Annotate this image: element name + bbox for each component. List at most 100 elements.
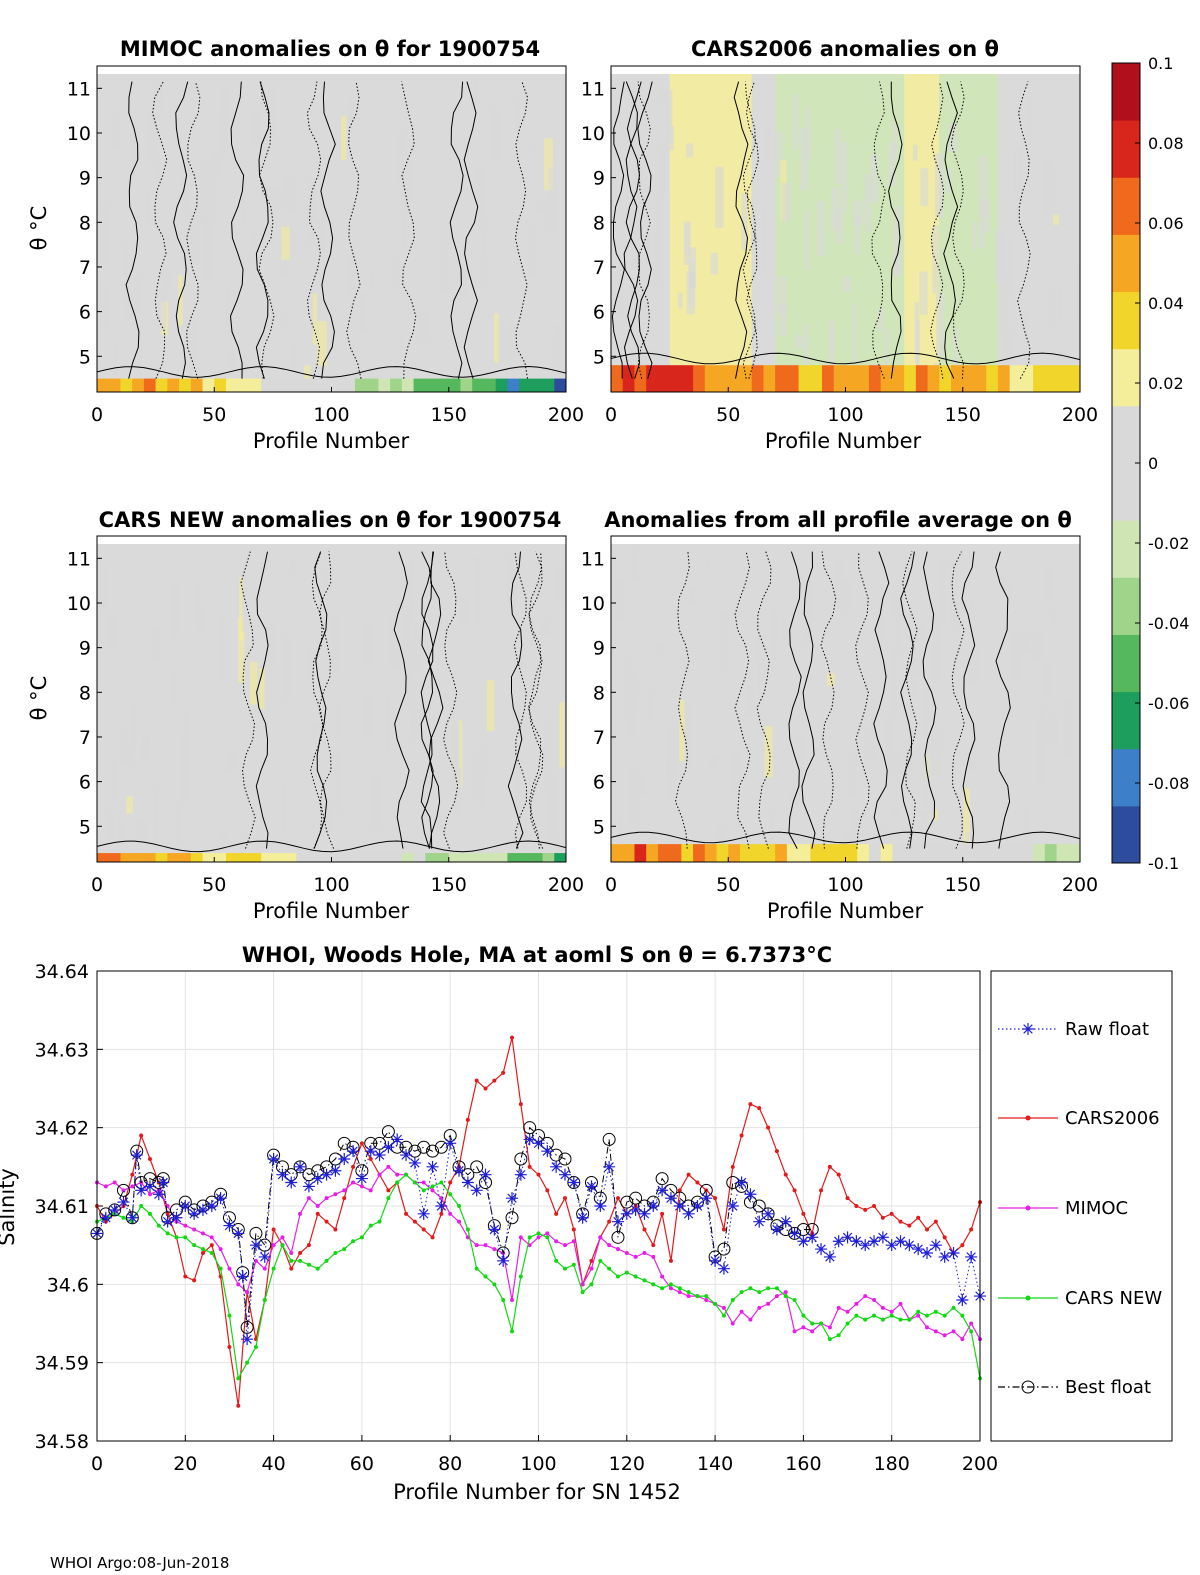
contour-line	[420, 551, 434, 849]
data-point	[668, 1282, 673, 1287]
data-point	[611, 1230, 625, 1244]
contour-line	[888, 81, 903, 379]
data-point	[121, 1215, 126, 1220]
data-point	[483, 1274, 488, 1279]
data-point	[245, 1290, 250, 1295]
data-point	[947, 1247, 960, 1259]
data-point	[518, 1274, 523, 1279]
heatmap-cell	[241, 569, 247, 632]
heatmap-column	[202, 536, 391, 862]
data-point	[832, 1235, 845, 1248]
heatmap-cell	[238, 617, 245, 683]
data-point	[200, 1247, 205, 1252]
data-point	[351, 1180, 356, 1185]
heatmap-bottom-band-cell	[997, 844, 1011, 862]
data-point	[969, 1321, 974, 1326]
series-raw-float	[91, 1133, 986, 1346]
heatmap-cell	[658, 90, 668, 101]
heatmap-cell	[877, 617, 885, 639]
y-tick-label-cars2006: 9	[593, 168, 605, 190]
heatmap-cell	[770, 608, 778, 661]
heatmap-bottom-band-cell	[495, 378, 508, 392]
heatmap-cell	[281, 226, 290, 260]
heatmap-cell	[141, 736, 151, 762]
heatmap-cell	[804, 324, 810, 374]
data-point	[709, 1254, 722, 1267]
data-point	[925, 1325, 930, 1330]
heatmap-cell	[923, 745, 930, 808]
heatmap-cell	[519, 643, 528, 708]
data-point	[188, 1207, 201, 1220]
data-point	[492, 1078, 497, 1083]
data-point	[130, 1172, 135, 1177]
contour-line	[173, 81, 189, 379]
heatmap-cell	[768, 810, 774, 862]
data-point	[218, 1247, 223, 1252]
heatmap-cell	[228, 347, 235, 376]
data-point	[783, 1172, 788, 1177]
legend-frame	[990, 970, 1173, 1442]
data-point	[518, 1102, 523, 1107]
x-tick-label: 80	[438, 1453, 462, 1475]
x-tick-label-mimoc: 0	[91, 404, 103, 426]
heatmap-cell	[854, 214, 861, 255]
heatmap-cell	[933, 619, 943, 681]
heatmap-cell	[290, 346, 297, 368]
heatmap-cell	[633, 154, 643, 204]
data-point	[359, 1141, 364, 1146]
data-point	[253, 1345, 258, 1349]
heatmap-cell	[894, 597, 902, 651]
data-point	[218, 1266, 223, 1271]
data-point	[209, 1251, 214, 1255]
data-point	[960, 1337, 965, 1342]
data-point	[615, 1274, 620, 1279]
heatmap-cell	[318, 220, 326, 268]
heatmap-cell	[849, 806, 860, 862]
data-point	[638, 1207, 651, 1220]
heatmap-cell	[741, 193, 748, 250]
data-point	[700, 1192, 713, 1205]
legend-item-mimoc: MIMOC	[998, 1198, 1128, 1219]
heatmap-bottom-band-cell	[822, 365, 835, 392]
heatmap-cell	[650, 348, 659, 381]
data-point	[677, 1286, 682, 1291]
data-point	[850, 1235, 863, 1248]
heatmap-cell	[544, 205, 549, 231]
heatmap-bottom-band-cell	[775, 844, 788, 862]
data-point	[836, 1305, 841, 1310]
colorbar-segment	[1112, 748, 1140, 807]
heatmap-cell	[148, 114, 157, 164]
data-point	[400, 1149, 413, 1162]
heatmap-bottom-band-cell	[284, 853, 297, 862]
heatmap-bottom-band-cell	[1021, 365, 1034, 392]
heatmap-cell	[715, 166, 724, 228]
heatmap-cell	[948, 563, 958, 627]
data-point	[704, 1294, 709, 1299]
heatmap-cell	[306, 232, 316, 245]
heatmap-bottom-band-cell	[810, 844, 823, 862]
data-point	[192, 1243, 197, 1248]
data-point	[717, 1262, 730, 1275]
x-tick-label-all-profile-average: 0	[605, 874, 617, 896]
data-point	[774, 1149, 779, 1154]
data-point	[554, 1239, 559, 1244]
y-tick-label: 34.61	[35, 1196, 89, 1218]
heatmap-bottom-band-cell	[622, 365, 635, 392]
heatmap-cell	[412, 680, 419, 733]
heatmap-cell	[409, 560, 414, 622]
heatmap-cell	[778, 304, 787, 336]
heatmap-cell	[559, 702, 565, 768]
data-point	[647, 1200, 660, 1212]
data-point	[757, 1305, 762, 1310]
data-point	[262, 1266, 267, 1271]
data-point	[801, 1325, 806, 1330]
heatmap-cell	[403, 640, 413, 708]
heatmap-bottom-band-cell	[786, 365, 800, 392]
data-point	[660, 1211, 665, 1216]
contour-line	[611, 831, 1080, 844]
data-point	[324, 1219, 329, 1224]
data-point	[642, 1278, 647, 1283]
panel-all-profile-average: 0 50 100 150 200 5 6 7 8 9 10 11	[581, 535, 1098, 896]
panel-cars-new: 0 50 100 150 200 5 6 7 8 9 10 11	[67, 535, 584, 896]
data-point	[267, 1153, 280, 1165]
